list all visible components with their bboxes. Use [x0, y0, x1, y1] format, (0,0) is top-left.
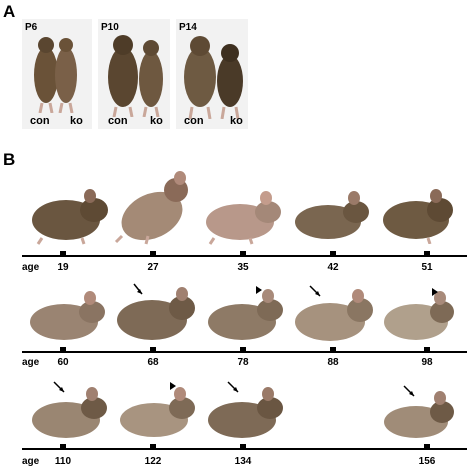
label-ko-p14: ko — [230, 115, 243, 127]
label-con-p10: con — [108, 115, 128, 127]
tick-60 — [60, 347, 66, 353]
tick-42 — [330, 251, 336, 257]
age-value: 88 — [327, 357, 339, 368]
tick-27 — [150, 251, 156, 257]
age-value: 60 — [57, 357, 69, 368]
tick-98 — [424, 347, 430, 353]
age-value: 51 — [421, 262, 433, 273]
age-word-row-2: age — [22, 357, 40, 368]
age-value: 68 — [147, 357, 159, 368]
age-value: 19 — [57, 262, 69, 273]
age-value: 27 — [147, 262, 159, 273]
age-value: 156 — [418, 456, 436, 467]
label-con-p6: con — [30, 115, 50, 127]
mouse-ko-p10 — [139, 40, 163, 117]
age-value: 42 — [327, 262, 339, 273]
tick-122 — [150, 444, 156, 450]
mouse-age-156 — [384, 385, 454, 438]
age-value: 110 — [54, 456, 72, 467]
photo-p14: P14 con ko — [176, 19, 248, 129]
age-value: 134 — [234, 456, 252, 467]
mouse-age-98 — [384, 288, 454, 340]
age-value: 122 — [144, 456, 162, 467]
mouse-con-p14 — [184, 36, 216, 119]
mouse-age-122 — [120, 382, 195, 437]
mouse-con-p10 — [108, 35, 138, 117]
tick-78 — [240, 347, 246, 353]
age-value: 78 — [237, 357, 249, 368]
mouse-age-134 — [208, 381, 283, 438]
mouse-ko-p6 — [55, 38, 77, 113]
mouse-age-42 — [295, 191, 369, 239]
age-label-p14: P14 — [179, 22, 197, 33]
photo-p6: P6 con ko — [22, 19, 92, 129]
mouse-age-27 — [114, 171, 188, 245]
age-label-p10: P10 — [101, 22, 119, 33]
mouse-age-35 — [206, 191, 281, 245]
age-value: 98 — [421, 357, 433, 368]
mouse-age-60 — [30, 291, 105, 340]
tick-156 — [424, 444, 430, 450]
mouse-age-68 — [117, 283, 195, 340]
mouse-con-p6 — [34, 37, 58, 113]
mouse-age-110 — [32, 381, 107, 438]
age-label-p6: P6 — [25, 22, 38, 33]
tick-134 — [240, 444, 246, 450]
tick-51 — [424, 251, 430, 257]
mouse-ko-p14 — [217, 44, 243, 119]
mouse-age-78 — [208, 286, 283, 340]
tick-88 — [330, 347, 336, 353]
label-ko-p10: ko — [150, 115, 163, 127]
panel-b-letter: B — [3, 150, 16, 169]
mouse-age-88 — [295, 285, 373, 341]
age-word-row-3: age — [22, 456, 40, 467]
label-ko-p6: ko — [70, 115, 83, 127]
panel-a-letter: A — [3, 2, 16, 21]
tick-35 — [240, 251, 246, 257]
mouse-age-19 — [32, 189, 108, 245]
age-value: 35 — [237, 262, 249, 273]
age-word-row-1: age — [22, 262, 40, 273]
mouse-age-51 — [383, 189, 453, 244]
tick-110 — [60, 444, 66, 450]
tick-19 — [60, 251, 66, 257]
label-con-p14: con — [184, 115, 204, 127]
photo-p10: P10 con ko — [98, 19, 170, 129]
tick-68 — [150, 347, 156, 353]
